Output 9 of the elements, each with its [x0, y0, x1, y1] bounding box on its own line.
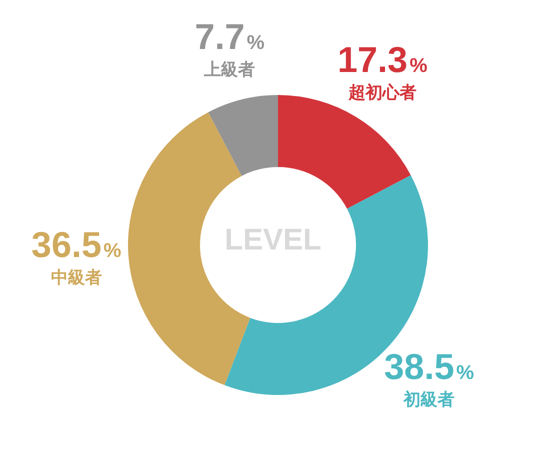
donut-slice: [208, 95, 278, 176]
slice-label: 中級者: [50, 268, 102, 288]
slice-label: 初級者: [402, 390, 455, 410]
slice-label: 超初心者: [347, 83, 416, 104]
data-label: 17.3%: [338, 39, 428, 80]
data-label: 7.7%: [194, 16, 265, 57]
slice-label: 上級者: [203, 60, 256, 80]
data-label: 38.5%: [384, 346, 474, 388]
data-label: 36.5%: [31, 224, 122, 266]
